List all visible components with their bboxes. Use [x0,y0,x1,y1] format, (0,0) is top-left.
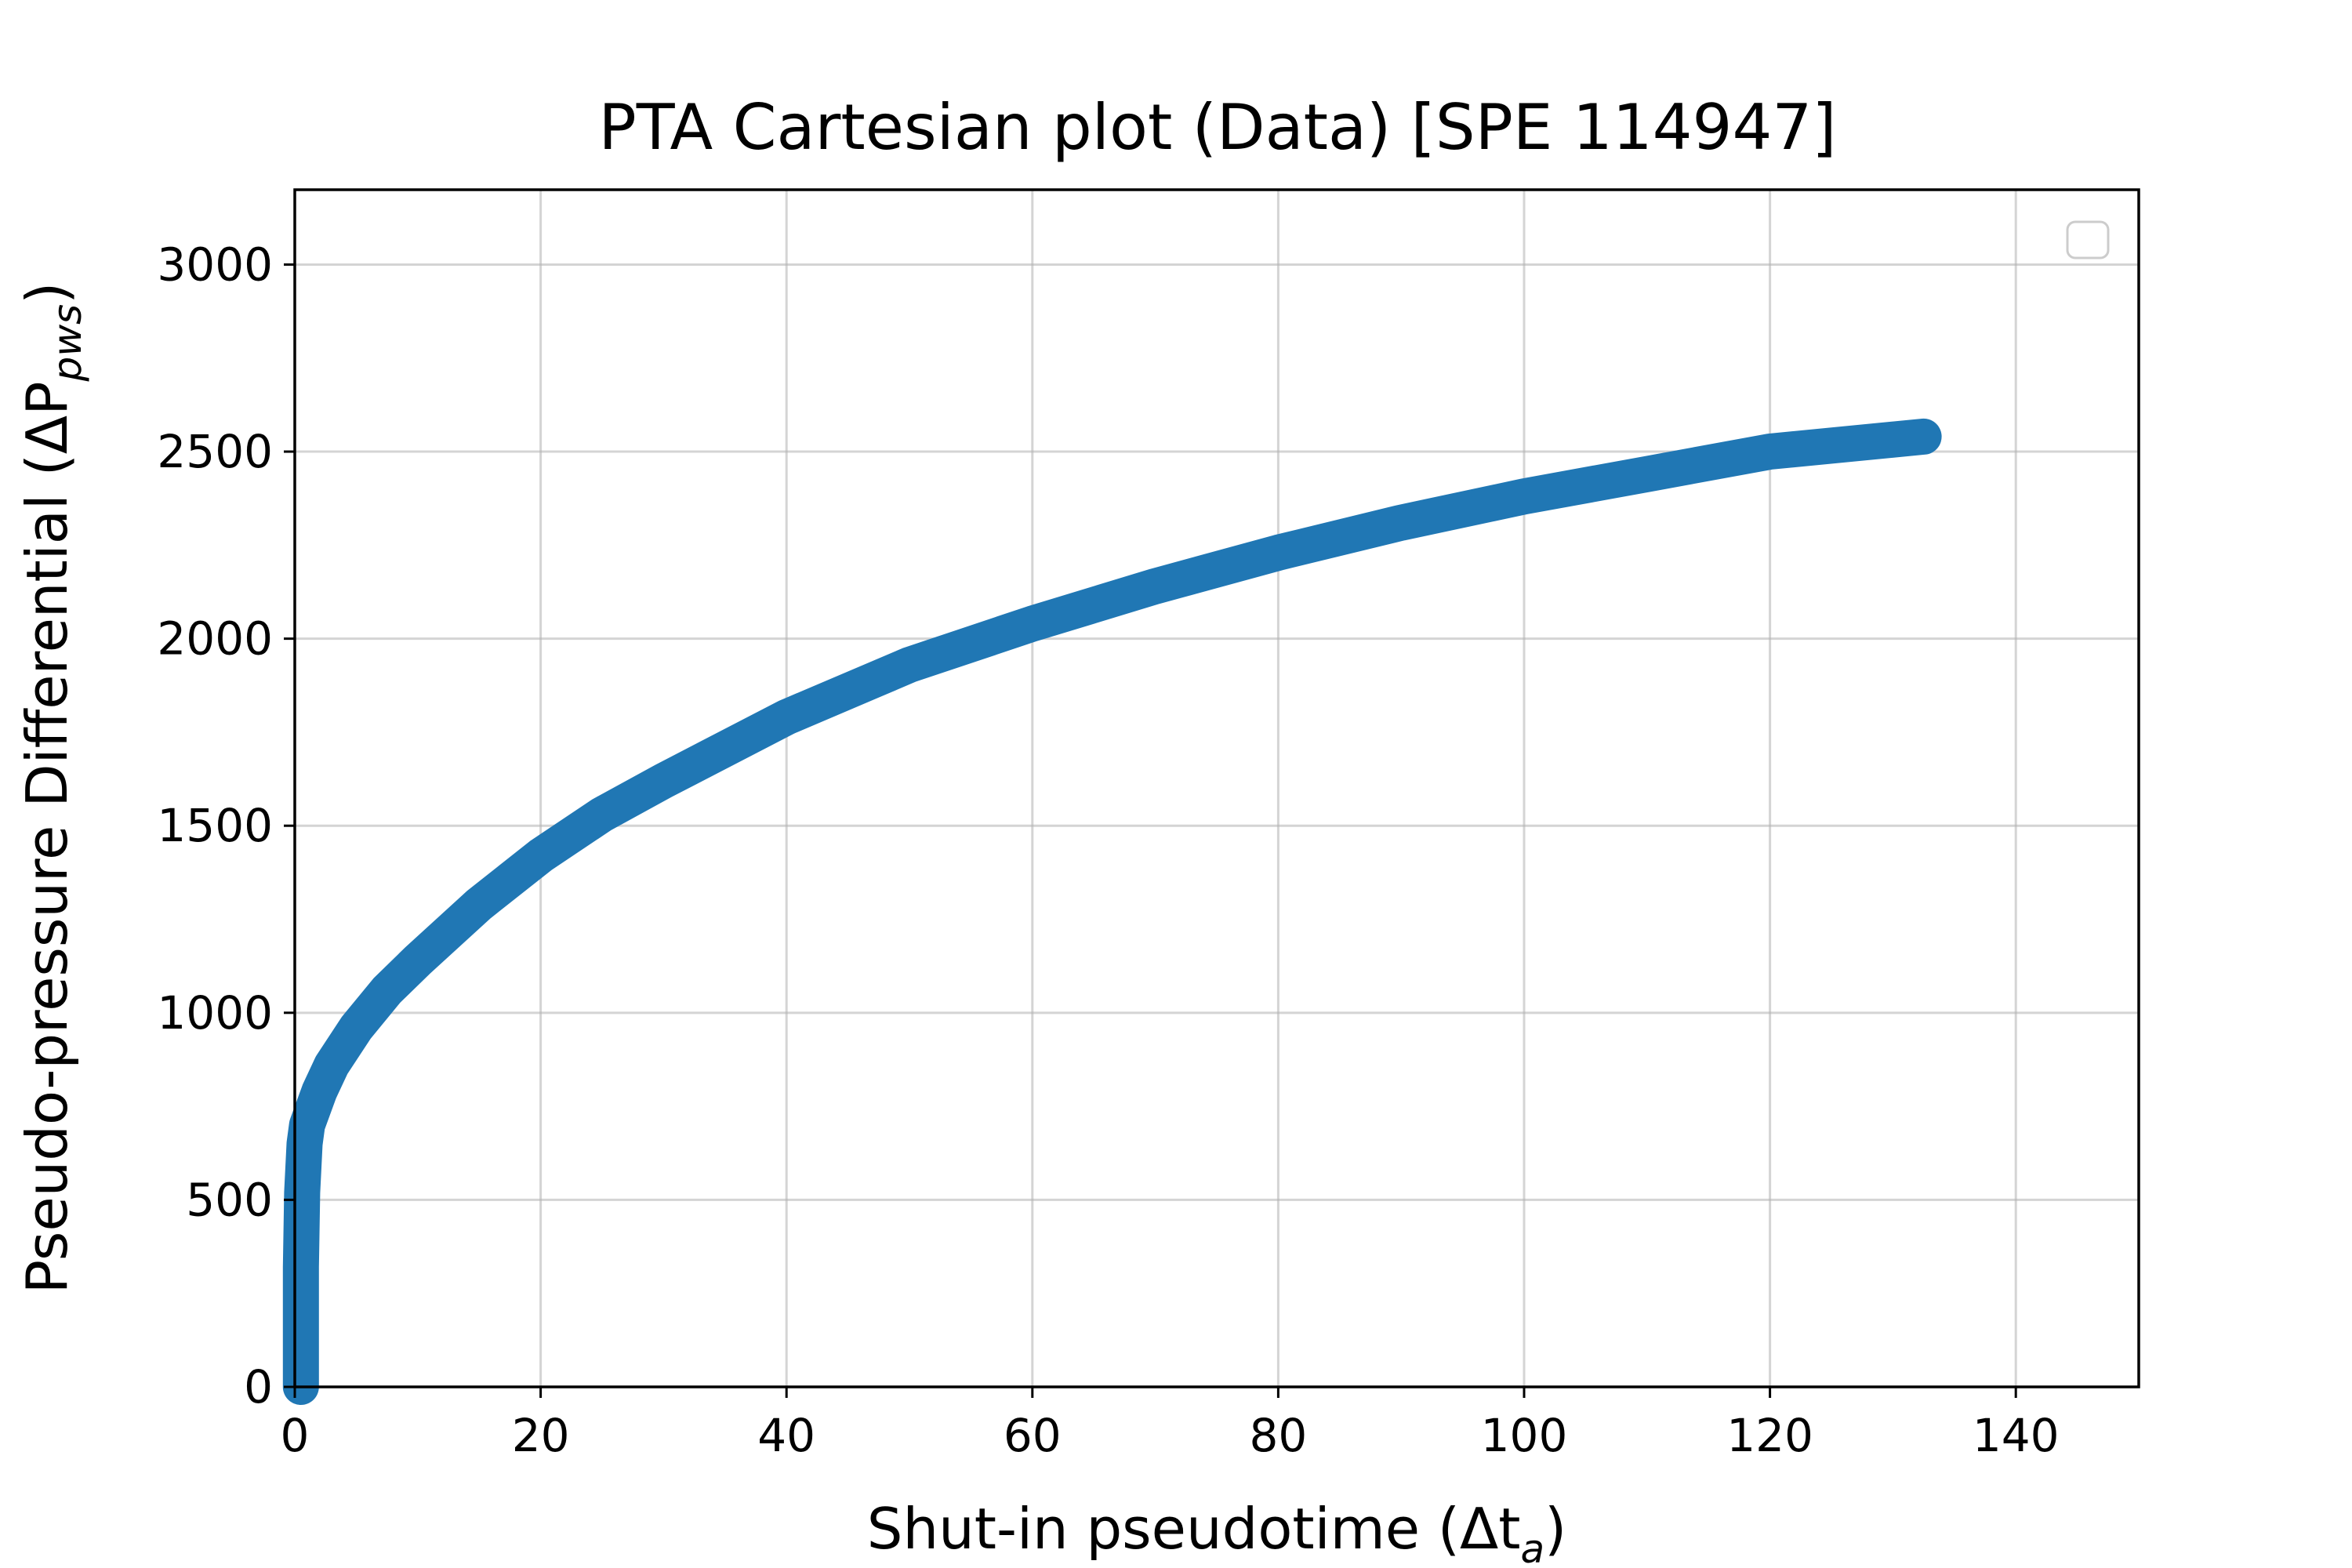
chart-title: PTA Cartesian plot (Data) [SPE 114947] [599,91,1837,164]
x-tick-label: 100 [1481,1409,1568,1462]
x-tick-label: 0 [281,1409,310,1462]
x-tick-label: 120 [1726,1409,1813,1462]
y-tick-label: 3000 [157,238,273,291]
x-tick-label: 40 [757,1409,815,1462]
y-tick-label: 1000 [157,986,273,1040]
x-tick-label: 20 [512,1409,570,1462]
x-tick-label: 140 [1973,1409,2060,1462]
legend-box [2066,220,2110,260]
y-axis-label: Pseudo-pressure Differential (ΔPpws) [14,282,90,1294]
y-tick-label: 2000 [157,612,273,666]
x-tick-label: 60 [1004,1409,1062,1462]
x-axis-label: Shut-in pseudotime (Δta) [867,1496,1566,1568]
x-tick-label: 80 [1249,1409,1307,1462]
y-tick-label: 1500 [157,799,273,852]
data-series-line [282,418,1942,1405]
ticks: 0 20 40 60 80 100 120 140 0 500 1000 1500 2000 2500 30… [157,238,2059,1462]
y-tick-label: 0 [244,1360,273,1414]
y-tick-label: 2500 [157,425,273,478]
series-layer [282,418,1942,1405]
y-tick-label: 500 [186,1173,273,1226]
plot-frame [293,188,2140,1388]
